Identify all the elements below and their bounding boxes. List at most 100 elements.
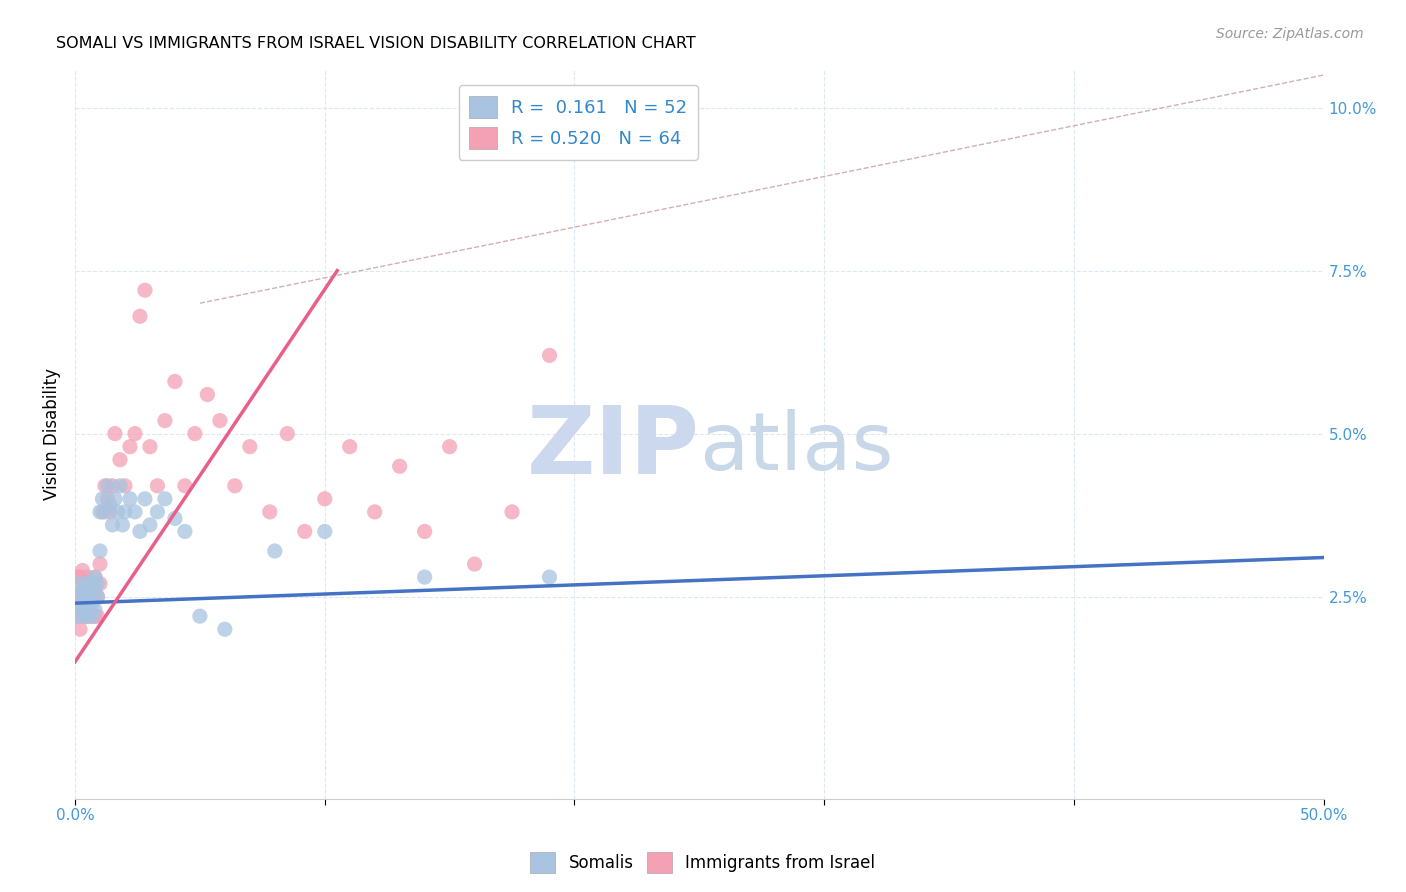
Point: [76, 596, 98, 610]
Point: [208, 414, 231, 428]
Point: [79, 609, 101, 624]
Point: [314, 524, 336, 539]
Point: [124, 426, 146, 441]
Point: [82, 576, 104, 591]
Point: [84, 583, 107, 598]
Point: [82, 576, 104, 591]
Point: [263, 544, 285, 558]
Point: [111, 517, 134, 532]
Point: [72, 596, 94, 610]
Point: [108, 452, 131, 467]
Point: [114, 505, 136, 519]
Point: [89, 576, 111, 591]
Point: [76, 590, 98, 604]
Point: [86, 590, 108, 604]
Point: [66, 609, 89, 624]
Point: [89, 544, 111, 558]
Point: [66, 590, 89, 604]
Point: [129, 524, 152, 539]
Point: [82, 609, 104, 624]
Point: [73, 576, 96, 591]
Point: [76, 576, 98, 591]
Point: [98, 505, 121, 519]
Text: atlas: atlas: [699, 409, 894, 487]
Point: [69, 602, 91, 616]
Point: [69, 602, 91, 616]
Point: [82, 596, 104, 610]
Point: [76, 609, 98, 624]
Point: [73, 602, 96, 616]
Point: [72, 583, 94, 598]
Point: [134, 491, 156, 506]
Point: [134, 283, 156, 297]
Point: [339, 440, 361, 454]
Point: [118, 491, 141, 506]
Point: [363, 505, 385, 519]
Point: [73, 590, 96, 604]
Point: [174, 524, 197, 539]
Point: [101, 517, 124, 532]
Point: [163, 511, 186, 525]
Point: [96, 491, 118, 506]
Point: [538, 348, 561, 362]
Point: [294, 524, 316, 539]
Point: [91, 505, 114, 519]
Point: [91, 491, 114, 506]
Point: [69, 570, 91, 584]
Point: [184, 426, 207, 441]
Point: [314, 491, 336, 506]
Point: [69, 622, 91, 636]
Point: [94, 505, 117, 519]
Point: [146, 479, 169, 493]
Point: [73, 583, 96, 598]
Point: [82, 590, 104, 604]
Point: [79, 583, 101, 598]
Point: [86, 576, 108, 591]
Point: [86, 590, 108, 604]
Point: [101, 479, 124, 493]
Point: [69, 590, 91, 604]
Point: [124, 505, 146, 519]
Point: [89, 505, 111, 519]
Point: [96, 479, 118, 493]
Point: [89, 557, 111, 571]
Point: [73, 590, 96, 604]
Point: [79, 590, 101, 604]
Point: [146, 505, 169, 519]
Point: [73, 609, 96, 624]
Point: [76, 590, 98, 604]
Point: [98, 499, 121, 513]
Text: Source: ZipAtlas.com: Source: ZipAtlas.com: [1216, 27, 1364, 41]
Legend: R =  0.161   N = 52, R = 0.520   N = 64: R = 0.161 N = 52, R = 0.520 N = 64: [458, 85, 697, 160]
Y-axis label: Vision Disability: Vision Disability: [44, 368, 60, 500]
Text: SOMALI VS IMMIGRANTS FROM ISRAEL VISION DISABILITY CORRELATION CHART: SOMALI VS IMMIGRANTS FROM ISRAEL VISION …: [56, 36, 696, 51]
Point: [79, 590, 101, 604]
Point: [276, 426, 298, 441]
Point: [84, 570, 107, 584]
Point: [114, 479, 136, 493]
Point: [153, 491, 176, 506]
Point: [84, 570, 107, 584]
Point: [464, 557, 486, 571]
Point: [86, 609, 108, 624]
Point: [239, 440, 262, 454]
Point: [118, 440, 141, 454]
Point: [72, 609, 94, 624]
Point: [84, 609, 107, 624]
Point: [214, 622, 236, 636]
Point: [129, 310, 152, 324]
Point: [439, 440, 461, 454]
Point: [413, 524, 436, 539]
Point: [84, 602, 107, 616]
Point: [94, 479, 117, 493]
Point: [104, 491, 127, 506]
Point: [501, 505, 523, 519]
Point: [66, 609, 89, 624]
Point: [76, 609, 98, 624]
Point: [259, 505, 281, 519]
Point: [107, 505, 129, 519]
Point: [139, 517, 162, 532]
Point: [153, 414, 176, 428]
Point: [538, 570, 561, 584]
Legend: Somalis, Immigrants from Israel: Somalis, Immigrants from Israel: [524, 846, 882, 880]
